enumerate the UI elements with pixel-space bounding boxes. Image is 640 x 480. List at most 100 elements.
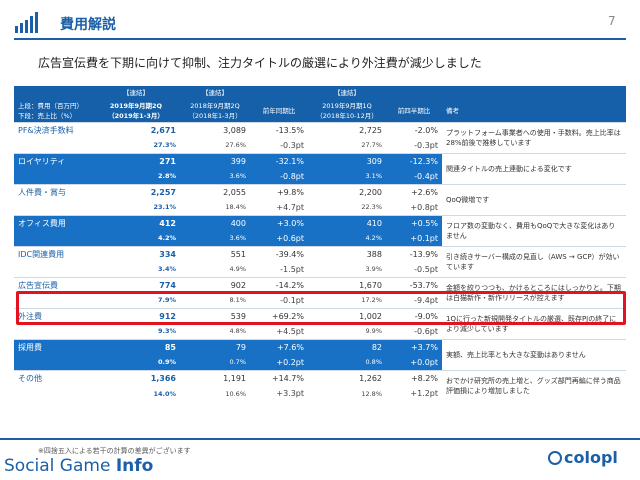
current-ratio: 4.2%: [92, 231, 180, 246]
table-header-tags: 【連結】 【連結】 【連結】: [14, 86, 626, 98]
current-ratio: 3.4%: [92, 262, 180, 277]
table-row: オフィス費用 412 400 +3.0% 410 +0.5% フロア数の変動なく、費用もQo…: [14, 214, 626, 246]
col-prev: 2018年9月期2Q: [190, 101, 240, 110]
table-row-ratio: 0.9% 0.7% +0.2pt 0.8% +0.0pt: [14, 355, 626, 370]
current-ratio: 0.9%: [92, 355, 180, 370]
qoq-change: -13.9%: [386, 245, 442, 262]
yoy-pt: +0.2pt: [250, 355, 308, 370]
prev-value: 539: [180, 307, 250, 324]
qoq-change: +8.2%: [386, 369, 442, 386]
prev-value: 1,191: [180, 369, 250, 386]
current-value: 412: [92, 214, 180, 231]
col-yoy: 前年同期比: [262, 106, 296, 115]
expense-name: IDC関連費用: [14, 245, 92, 262]
qoq-change: -2.0%: [386, 121, 442, 138]
current-ratio: 14.0%: [92, 386, 180, 401]
prevq-ratio: 9.9%: [308, 324, 386, 339]
expense-note: フロア数の変動なく、費用もQoQで大きな変化はありません: [442, 214, 626, 246]
prevq-ratio: 22.3%: [308, 200, 386, 215]
prev-ratio: 3.6%: [180, 231, 250, 246]
yoy-change: -39.4%: [250, 245, 308, 262]
qoq-pt: +0.8pt: [386, 200, 442, 215]
prev-ratio: 3.6%: [180, 169, 250, 184]
expense-name: オフィス費用: [14, 214, 92, 231]
prev-ratio: 4.9%: [180, 262, 250, 277]
qoq-change: -12.3%: [386, 152, 442, 169]
current-ratio: 7.9%: [92, 293, 180, 308]
consolidated-tag: 【連結】: [202, 89, 228, 97]
expense-note: QoQ微増です: [442, 183, 626, 215]
qoq-pt: +1.2pt: [386, 386, 442, 401]
col-current: 2019年9月期2Q: [109, 101, 163, 110]
prevq-value: 1,002: [308, 307, 386, 324]
expense-note: 引き続きサーバー構成の見直し（AWS → GCP）が効いています: [442, 245, 626, 277]
prev-ratio: 18.4%: [180, 200, 250, 215]
qoq-change: -53.7%: [386, 276, 442, 293]
row-label-top: 上段：費用（百万円）: [18, 101, 83, 110]
yoy-pt: +3.3pt: [250, 386, 308, 401]
spacer: [14, 324, 92, 339]
qoq-change: -9.0%: [386, 307, 442, 324]
slide-subtitle: 広告宣伝費を下期に向けて抑制、注力タイトルの厳選により外注費が減少しました: [38, 56, 482, 70]
current-value: 2,671: [92, 121, 180, 138]
current-ratio: 9.3%: [92, 324, 180, 339]
yoy-pt: +0.6pt: [250, 231, 308, 246]
watermark: Social Game Info: [4, 456, 153, 476]
expense-note: 関連タイトルの売上連動による変化です: [442, 152, 626, 184]
current-value: 2,257: [92, 183, 180, 200]
qoq-pt: -9.4pt: [386, 293, 442, 308]
yoy-change: -14.2%: [250, 276, 308, 293]
spacer: [14, 200, 92, 215]
prev-value: 399: [180, 152, 250, 169]
prevq-ratio: 3.9%: [308, 262, 386, 277]
prev-ratio: 8.1%: [180, 293, 250, 308]
prevq-value: 410: [308, 214, 386, 231]
table-row: 外注費 912 539 +69.2% 1,002 -9.0% 1Qに行った新規開発タイトルの…: [14, 307, 626, 339]
col-note: 備考: [446, 106, 459, 115]
brand-logo: colopl: [548, 448, 618, 467]
highlight-box: [16, 291, 626, 325]
prevq-ratio: 27.7%: [308, 138, 386, 153]
expense-note: プラットフォーム事業者への使用・手数料。売上比率は28%前後で推移しています: [442, 121, 626, 153]
current-value: 1,366: [92, 369, 180, 386]
prev-value: 551: [180, 245, 250, 262]
brand-name: colopl: [564, 448, 618, 467]
spacer: [14, 355, 92, 370]
expense-table: 【連結】 【連結】 【連結】 上段：費用（百万円） 下段：売上比（%） 2019年…: [14, 86, 626, 401]
current-value: 774: [92, 276, 180, 293]
expense-name: 人件費・賞与: [14, 183, 92, 200]
table-row: 採用費 85 79 +7.6% 82 +3.7% 実額、売上比率とも大きな変動はありません: [14, 338, 626, 370]
current-value: 912: [92, 307, 180, 324]
qoq-pt: +0.1pt: [386, 231, 442, 246]
spacer: [14, 231, 92, 246]
consolidated-tag: 【連結】: [123, 89, 149, 97]
prev-ratio: 4.8%: [180, 324, 250, 339]
col-qoq: 前四半期比: [397, 106, 431, 115]
qoq-pt: -0.5pt: [386, 262, 442, 277]
prevq-value: 388: [308, 245, 386, 262]
col-prevq-sub: （2018年10-12月）: [316, 111, 378, 120]
prev-ratio: 27.6%: [180, 138, 250, 153]
row-label-bottom: 下段：売上比（%）: [18, 111, 77, 120]
brand-mark-icon: [548, 451, 562, 465]
prev-value: 902: [180, 276, 250, 293]
yoy-pt: -0.3pt: [250, 138, 308, 153]
expense-name: 広告宣伝費: [14, 276, 92, 293]
prevq-ratio: 12.8%: [308, 386, 386, 401]
table-row-ratio: 4.2% 3.6% +0.6pt 4.2% +0.1pt: [14, 231, 626, 246]
footnote: ※四捨五入による若干の計算の差異がございます: [38, 447, 191, 455]
prevq-value: 2,725: [308, 121, 386, 138]
yoy-change: +9.8%: [250, 183, 308, 200]
table-row-ratio: 2.8% 3.6% -0.8pt 3.1% -0.4pt: [14, 169, 626, 184]
spacer: [14, 169, 92, 184]
expense-name: 外注費: [14, 307, 92, 324]
current-ratio: 23.1%: [92, 200, 180, 215]
table-row: 人件費・賞与 2,257 2,055 +9.8% 2,200 +2.6% QoQ微増です: [14, 183, 626, 215]
yoy-change: +69.2%: [250, 307, 308, 324]
current-ratio: 2.8%: [92, 169, 180, 184]
prev-ratio: 0.7%: [180, 355, 250, 370]
expense-name: 採用費: [14, 338, 92, 355]
current-ratio: 27.3%: [92, 138, 180, 153]
expense-note: おでかけ研究所の売上増と、グッズ部門再編に伴う商品評価損により増加しました: [442, 369, 626, 401]
watermark-bold: Info: [115, 456, 154, 476]
